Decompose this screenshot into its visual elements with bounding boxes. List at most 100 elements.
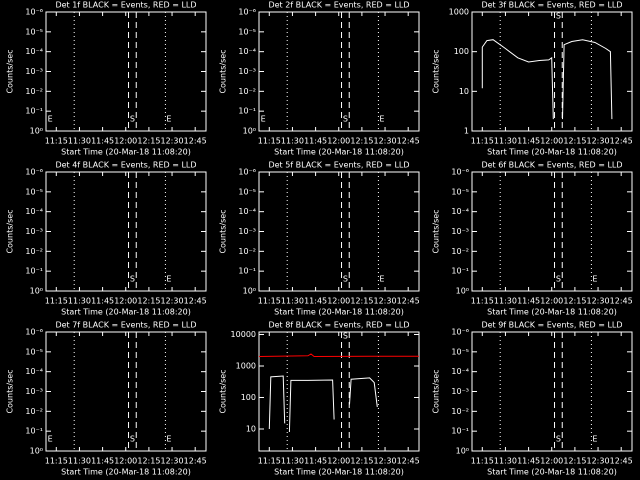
y-tick-label: 10⁰ bbox=[30, 127, 43, 136]
x-tick-label: 11:15 bbox=[471, 297, 494, 306]
x-tick-label: 12:15 bbox=[137, 297, 160, 306]
x-tick-label: 12:30 bbox=[374, 137, 397, 146]
panel: Det 9f BLACK = Events, RED = LLD Start Ti… bbox=[432, 321, 633, 477]
y-tick-label: 10⁻⁶ bbox=[451, 328, 469, 337]
x-tick-label: 11:45 bbox=[91, 457, 114, 466]
x-tick-label: 11:15 bbox=[258, 457, 281, 466]
x-tick-label: 12:45 bbox=[397, 297, 420, 306]
x-tick-label: 11:45 bbox=[91, 137, 114, 146]
y-tick-label: 10⁻⁵ bbox=[25, 27, 43, 36]
y-axis-label: Counts/sec bbox=[6, 49, 15, 93]
panel: Det 4f BLACK = Events, RED = LLD Start Ti… bbox=[6, 161, 207, 317]
x-tick-label: 12:30 bbox=[161, 137, 184, 146]
panel-title: Det 9f BLACK = Events, RED = LLD bbox=[481, 321, 622, 330]
x-tick-label: 12:45 bbox=[397, 457, 420, 466]
y-tick-label: 10⁻² bbox=[238, 87, 256, 96]
y-tick-label: 10⁻² bbox=[451, 407, 469, 416]
panel-title: Det 2f BLACK = Events, RED = LLD bbox=[268, 1, 409, 10]
event-marker: E bbox=[48, 435, 53, 444]
x-tick-label: 11:15 bbox=[45, 297, 68, 306]
x-tick-label: 11:45 bbox=[304, 297, 327, 306]
x-axis-label: Start Time (20-Mar-18 11:08:20) bbox=[487, 308, 617, 317]
y-tick-label: 10⁻¹ bbox=[238, 107, 256, 116]
plot-frame bbox=[45, 331, 207, 452]
y-tick-label: 10⁻³ bbox=[238, 67, 256, 76]
y-axis-label: Counts/sec bbox=[432, 369, 441, 413]
x-tick-label: 11:30 bbox=[494, 297, 517, 306]
panel: Det 7f BLACK = Events, RED = LLD Start Ti… bbox=[6, 321, 207, 477]
x-axis-label: Start Time (20-Mar-18 11:08:20) bbox=[487, 148, 617, 157]
x-tick-label: 12:00 bbox=[540, 457, 563, 466]
event-marker: E bbox=[48, 115, 53, 124]
y-tick-label: 10⁻⁵ bbox=[451, 187, 469, 196]
y-tick-label: 10⁰ bbox=[30, 287, 43, 296]
y-tick-label: 1000 bbox=[236, 361, 256, 370]
x-tick-label: 11:15 bbox=[471, 457, 494, 466]
x-tick-label: 12:45 bbox=[610, 137, 633, 146]
x-axis-label: Start Time (20-Mar-18 11:08:20) bbox=[61, 308, 191, 317]
x-tick-label: 12:00 bbox=[114, 457, 137, 466]
y-axis-label: Counts/sec bbox=[432, 209, 441, 253]
y-tick-label: 10⁻⁴ bbox=[25, 47, 43, 56]
y-tick-label: 10⁻² bbox=[25, 87, 43, 96]
y-axis-label: Counts/sec bbox=[432, 49, 441, 93]
panel: Det 5f BLACK = Events, RED = LLD Start Ti… bbox=[219, 161, 420, 317]
plot-frame bbox=[258, 171, 420, 292]
x-tick-label: 11:45 bbox=[304, 137, 327, 146]
y-tick-label: 10⁰ bbox=[456, 287, 469, 296]
x-tick-label: 12:45 bbox=[184, 457, 207, 466]
x-tick-label: 11:30 bbox=[281, 297, 304, 306]
x-axis-label: Start Time (20-Mar-18 11:08:20) bbox=[61, 468, 191, 477]
x-tick-label: 11:15 bbox=[258, 297, 281, 306]
y-tick-label: 10⁻¹ bbox=[25, 427, 43, 436]
event-marker: S bbox=[556, 275, 561, 284]
panel: Det 1f BLACK = Events, RED = LLD Start Ti… bbox=[6, 1, 207, 157]
y-tick-label: 10⁻² bbox=[25, 407, 43, 416]
panel-title: Det 1f BLACK = Events, RED = LLD bbox=[55, 1, 196, 10]
panel-title: Det 5f BLACK = Events, RED = LLD bbox=[268, 161, 409, 170]
event-marker: E bbox=[166, 275, 171, 284]
y-tick-label: 10⁻⁴ bbox=[25, 207, 43, 216]
panel-title: Det 6f BLACK = Events, RED = LLD bbox=[481, 161, 622, 170]
y-tick-label: 10⁰ bbox=[243, 127, 256, 136]
x-tick-label: 12:15 bbox=[350, 297, 373, 306]
y-tick-label: 10⁻¹ bbox=[238, 267, 256, 276]
y-tick-label: 10000 bbox=[231, 330, 256, 339]
x-tick-label: 12:15 bbox=[350, 457, 373, 466]
x-tick-label: 11:30 bbox=[494, 137, 517, 146]
x-tick-label: 12:00 bbox=[327, 137, 350, 146]
y-tick-label: 10⁻⁶ bbox=[25, 168, 43, 177]
y-tick-label: 10⁻³ bbox=[25, 67, 43, 76]
x-tick-label: 11:45 bbox=[517, 137, 540, 146]
y-tick-label: 1000 bbox=[449, 8, 469, 17]
x-axis-label: Start Time (20-Mar-18 11:08:20) bbox=[274, 308, 404, 317]
y-tick-label: 10⁻⁵ bbox=[238, 187, 256, 196]
event-marker: E bbox=[592, 435, 597, 444]
x-axis-label: Start Time (20-Mar-18 11:08:20) bbox=[274, 468, 404, 477]
series-line bbox=[268, 375, 378, 433]
event-marker: S bbox=[130, 275, 135, 284]
event-marker: E bbox=[261, 115, 266, 124]
y-axis-label: Counts/sec bbox=[219, 49, 228, 93]
y-axis-label: Counts/sec bbox=[219, 369, 228, 413]
y-tick-label: 10⁻⁶ bbox=[238, 8, 256, 17]
y-tick-label: 10⁰ bbox=[243, 287, 256, 296]
x-tick-label: 11:30 bbox=[494, 457, 517, 466]
plot-frame bbox=[45, 171, 207, 292]
x-tick-label: 12:30 bbox=[587, 137, 610, 146]
panel: Det 3f BLACK = Events, RED = LLD Start Ti… bbox=[432, 1, 633, 157]
x-tick-label: 12:15 bbox=[563, 137, 586, 146]
panel: Det 8f BLACK = Events, RED = LLD Start Ti… bbox=[219, 321, 420, 477]
x-tick-label: 12:15 bbox=[350, 137, 373, 146]
y-tick-label: 10 bbox=[246, 424, 256, 433]
y-tick-label: 10⁻¹ bbox=[451, 267, 469, 276]
y-tick-label: 10⁻³ bbox=[25, 387, 43, 396]
y-tick-label: 10⁻⁵ bbox=[451, 347, 469, 356]
y-tick-label: 10⁻⁴ bbox=[451, 207, 469, 216]
y-tick-label: 10⁻⁵ bbox=[238, 27, 256, 36]
y-tick-label: 10⁻² bbox=[238, 247, 256, 256]
x-tick-label: 12:45 bbox=[397, 137, 420, 146]
y-tick-label: 1 bbox=[464, 127, 469, 136]
x-tick-label: 12:00 bbox=[114, 297, 137, 306]
y-tick-label: 10⁻⁴ bbox=[238, 207, 256, 216]
